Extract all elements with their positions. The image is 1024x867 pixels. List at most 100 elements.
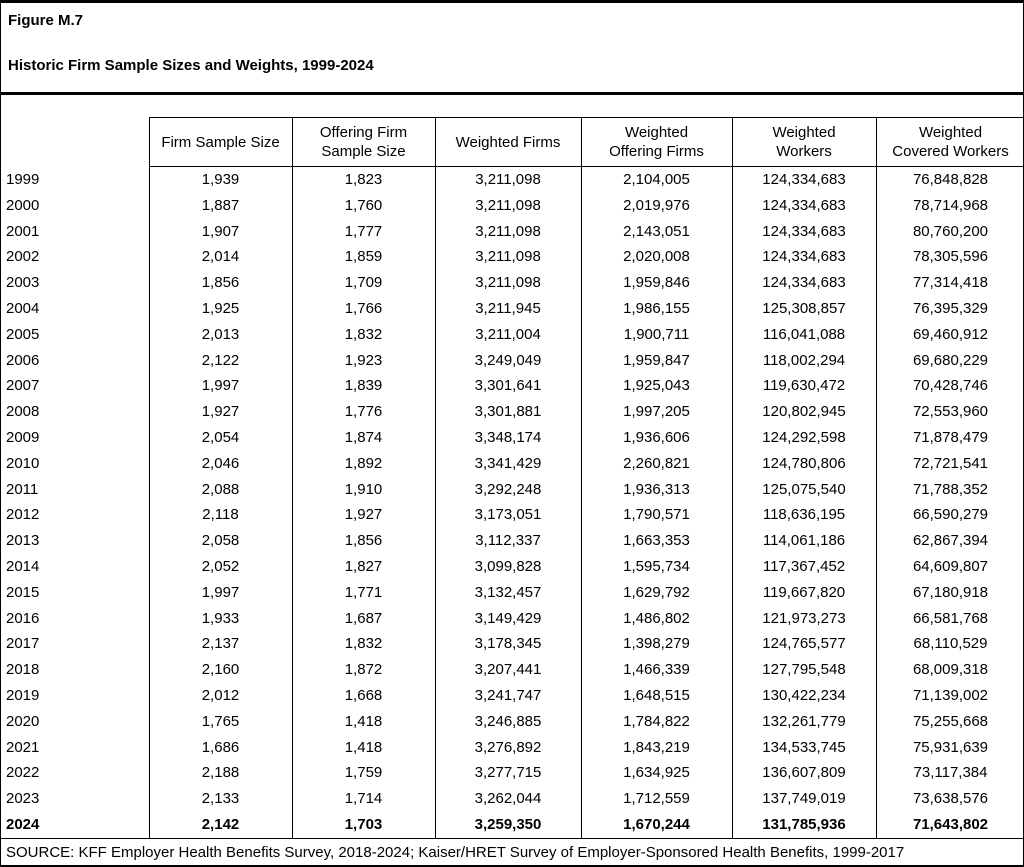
value-cell: 1,997,205 — [580, 399, 733, 425]
table-row: 2004 1,925 1,766 3,211,945 1,986,155 125,308,… — [1, 295, 1023, 322]
value-cell: 2,260,821 — [580, 450, 733, 477]
value-cell: 1,823 — [291, 166, 436, 193]
value-cell: 1,827 — [291, 553, 436, 580]
table-row: 2006 2,122 1,923 3,249,049 1,959,847 118,002,… — [1, 347, 1023, 374]
value-cell: 1,663,353 — [580, 528, 733, 554]
value-cell: 1,668 — [291, 682, 436, 709]
value-cell: 1,872 — [291, 657, 436, 683]
source-note: SOURCE: KFF Employer Health Benefits Sur… — [6, 843, 905, 861]
value-cell: 1,859 — [291, 244, 436, 271]
value-cell: 3,211,098 — [434, 244, 582, 271]
value-cell: 1,670,244 — [580, 811, 733, 839]
value-cell: 1,771 — [291, 579, 436, 606]
value-cell: 3,149,429 — [434, 605, 582, 632]
value-cell: 3,241,747 — [434, 682, 582, 709]
value-cell: 3,211,098 — [434, 218, 582, 245]
table-row: 2002 2,014 1,859 3,211,098 2,020,008 124,334,… — [1, 244, 1023, 271]
value-cell: 3,249,049 — [434, 347, 582, 374]
table-row: 2009 2,054 1,874 3,348,174 1,936,606 124,292,… — [1, 424, 1023, 451]
value-cell: 1,832 — [291, 321, 436, 348]
value-cell: 1,927 — [291, 502, 436, 529]
value-cell: 80,760,200 — [875, 218, 1023, 245]
value-cell: 3,211,098 — [434, 270, 582, 296]
value-cell: 2,054 — [148, 424, 293, 451]
value-cell: 1,714 — [291, 786, 436, 812]
value-cell: 2,014 — [148, 244, 293, 271]
value-cell: 2,142 — [148, 811, 293, 839]
year-cell: 2013 — [1, 528, 150, 554]
value-cell: 71,139,002 — [875, 682, 1023, 709]
table-body: 1999 1,939 1,823 3,211,098 2,104,005 124,334,… — [1, 166, 1023, 839]
table-row: 2000 1,887 1,760 3,211,098 2,019,976 124,334,… — [1, 192, 1023, 219]
value-cell: 1,856 — [291, 528, 436, 554]
value-cell: 125,075,540 — [731, 476, 877, 503]
value-cell: 68,009,318 — [875, 657, 1023, 683]
data-table: Firm Sample Size Offering Firm Sample Si… — [1, 117, 1023, 839]
column-header-firm-sample-size: Firm Sample Size — [148, 117, 293, 167]
value-cell: 2,188 — [148, 760, 293, 787]
value-cell: 78,305,596 — [875, 244, 1023, 271]
value-cell: 75,931,639 — [875, 734, 1023, 761]
value-cell: 1,777 — [291, 218, 436, 245]
value-cell: 1,703 — [291, 811, 436, 839]
value-cell: 3,099,828 — [434, 553, 582, 580]
table-row: 2018 2,160 1,872 3,207,441 1,466,339 127,795,… — [1, 657, 1023, 683]
year-cell: 2018 — [1, 657, 150, 683]
value-cell: 1,418 — [291, 734, 436, 761]
value-cell: 3,211,945 — [434, 295, 582, 322]
value-cell: 2,122 — [148, 347, 293, 374]
value-cell: 1,843,219 — [580, 734, 733, 761]
year-cell: 2019 — [1, 682, 150, 709]
value-cell: 77,314,418 — [875, 270, 1023, 296]
table-row: 2020 1,765 1,418 3,246,885 1,784,822 132,261,… — [1, 708, 1023, 735]
value-cell: 3,292,248 — [434, 476, 582, 503]
value-cell: 1,936,313 — [580, 476, 733, 503]
value-cell: 1,856 — [148, 270, 293, 296]
year-cell: 2015 — [1, 579, 150, 606]
value-cell: 1,997 — [148, 579, 293, 606]
value-cell: 3,173,051 — [434, 502, 582, 529]
year-cell: 2022 — [1, 760, 150, 787]
value-cell: 1,923 — [291, 347, 436, 374]
column-header-offering-firm-sample-size: Offering Firm Sample Size — [291, 117, 436, 167]
value-cell: 117,367,452 — [731, 553, 877, 580]
value-cell: 119,630,472 — [731, 373, 877, 400]
table-row: 2013 2,058 1,856 3,112,337 1,663,353 114,061,… — [1, 528, 1023, 554]
value-cell: 2,133 — [148, 786, 293, 812]
value-cell: 1,939 — [148, 166, 293, 193]
value-cell: 3,211,098 — [434, 166, 582, 193]
value-cell: 114,061,186 — [731, 528, 877, 554]
value-cell: 73,117,384 — [875, 760, 1023, 787]
value-cell: 116,041,088 — [731, 321, 877, 348]
value-cell: 1,936,606 — [580, 424, 733, 451]
value-cell: 121,973,273 — [731, 605, 877, 632]
value-cell: 3,259,350 — [434, 811, 582, 839]
value-cell: 71,878,479 — [875, 424, 1023, 451]
value-cell: 76,395,329 — [875, 295, 1023, 322]
value-cell: 3,341,429 — [434, 450, 582, 477]
value-cell: 125,308,857 — [731, 295, 877, 322]
year-cell: 2016 — [1, 605, 150, 632]
table-row: 2016 1,933 1,687 3,149,429 1,486,802 121,973,… — [1, 605, 1023, 632]
value-cell: 1,766 — [291, 295, 436, 322]
value-cell: 124,334,683 — [731, 166, 877, 193]
table-row: 2019 2,012 1,668 3,241,747 1,648,515 130,422,… — [1, 682, 1023, 709]
value-cell: 3,277,715 — [434, 760, 582, 787]
year-cell: 2012 — [1, 502, 150, 529]
value-cell: 71,788,352 — [875, 476, 1023, 503]
value-cell: 3,246,885 — [434, 708, 582, 735]
value-cell: 1,925,043 — [580, 373, 733, 400]
table-header: Firm Sample Size Offering Firm Sample Si… — [1, 117, 1023, 167]
value-cell: 3,348,174 — [434, 424, 582, 451]
value-cell: 1,398,279 — [580, 631, 733, 658]
value-cell: 2,118 — [148, 502, 293, 529]
value-cell: 73,638,576 — [875, 786, 1023, 812]
value-cell: 124,765,577 — [731, 631, 877, 658]
year-cell: 2021 — [1, 734, 150, 761]
value-cell: 67,180,918 — [875, 579, 1023, 606]
value-cell: 1,832 — [291, 631, 436, 658]
figure-label: Figure M.7 — [8, 12, 84, 29]
value-cell: 75,255,668 — [875, 708, 1023, 735]
title-divider — [1, 92, 1023, 95]
